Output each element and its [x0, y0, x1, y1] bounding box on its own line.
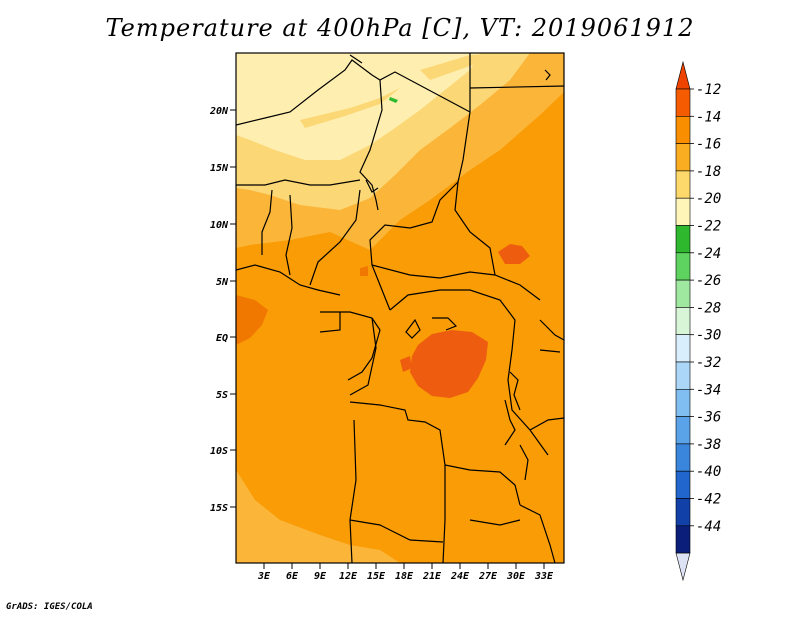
lat-label: 15N — [210, 163, 229, 174]
colorbar-swatch — [675, 443, 691, 472]
lon-axis — [263, 563, 545, 569]
colorbar-swatch — [675, 116, 691, 144]
colorbar-label: -26 — [696, 273, 721, 289]
lon-label: 30E — [506, 571, 526, 582]
lat-label: 15S — [210, 503, 228, 514]
colorbar-swatch — [675, 307, 691, 335]
lon-label: 33E — [534, 571, 554, 582]
colorbar-swatch — [675, 279, 691, 308]
lat-label: 5S — [216, 390, 228, 401]
colorbar-label: -24 — [696, 246, 721, 262]
lat-axis — [230, 109, 236, 508]
lon-label: 18E — [395, 571, 414, 582]
lon-label: 3E — [257, 571, 271, 582]
lat-label: 10S — [210, 446, 228, 457]
colorbar-label: -22 — [696, 219, 721, 235]
colorbar-label: -44 — [696, 519, 721, 535]
lon-label: 12E — [339, 571, 358, 582]
colorbar-swatch — [675, 498, 691, 527]
colorbar-swatch — [675, 88, 691, 117]
colorbar-label: -34 — [696, 382, 721, 398]
colorbar-swatch — [675, 143, 691, 172]
colorbar-label: -38 — [696, 437, 721, 453]
colorbar-swatch — [675, 170, 691, 199]
colorbar-swatch — [675, 225, 691, 254]
colorbar-label: -14 — [696, 109, 721, 125]
lat-label: EQ — [216, 333, 228, 344]
colorbar-swatch — [675, 197, 691, 226]
colorbar-label: -20 — [696, 191, 721, 207]
colorbar-label: -42 — [696, 492, 721, 508]
lon-label: 9E — [314, 571, 327, 582]
lon-label: 24E — [450, 571, 470, 582]
temperature-field — [236, 53, 564, 563]
colorbar-swatch — [675, 361, 691, 390]
colorbar-label: -36 — [696, 410, 721, 426]
lat-label: 5N — [216, 277, 229, 288]
colorbar-label: -16 — [696, 137, 721, 153]
colorbar-swatch — [675, 470, 691, 499]
colorbar-swatch — [675, 334, 691, 363]
colorbar-swatch — [675, 388, 691, 417]
colorbar: -12 -14 -16 -18 -20 -22 -24 -26 -28 -30 -32 -34 -36 -… — [675, 60, 721, 582]
colorbar-label: -28 — [696, 300, 721, 316]
country-borders — [236, 53, 564, 563]
colorbar-label: -18 — [696, 164, 721, 180]
colorbar-swatch — [675, 416, 691, 445]
colorbar-swatch — [675, 252, 691, 281]
colorbar-label: -30 — [696, 328, 721, 344]
colorbar-arrow-top — [675, 60, 691, 90]
colorbar-arrow-bottom — [675, 552, 691, 582]
lon-label: 27E — [478, 571, 498, 582]
colorbar-label: -12 — [696, 82, 721, 98]
lon-label: 6E — [286, 571, 299, 582]
colorbar-label: -40 — [696, 464, 721, 480]
plot-frame — [235, 52, 565, 564]
lon-label: 21E — [422, 571, 442, 582]
colorbar-swatch — [675, 525, 691, 554]
credit-label: GrADS: IGES/COLA — [6, 602, 93, 612]
lon-label: 15E — [367, 571, 386, 582]
lat-label: 20N — [209, 106, 229, 117]
lat-label: 10N — [210, 220, 229, 231]
map-title: Temperature at 400hPa [C], VT: 201906191… — [105, 14, 695, 42]
colorbar-label: -32 — [696, 355, 721, 371]
